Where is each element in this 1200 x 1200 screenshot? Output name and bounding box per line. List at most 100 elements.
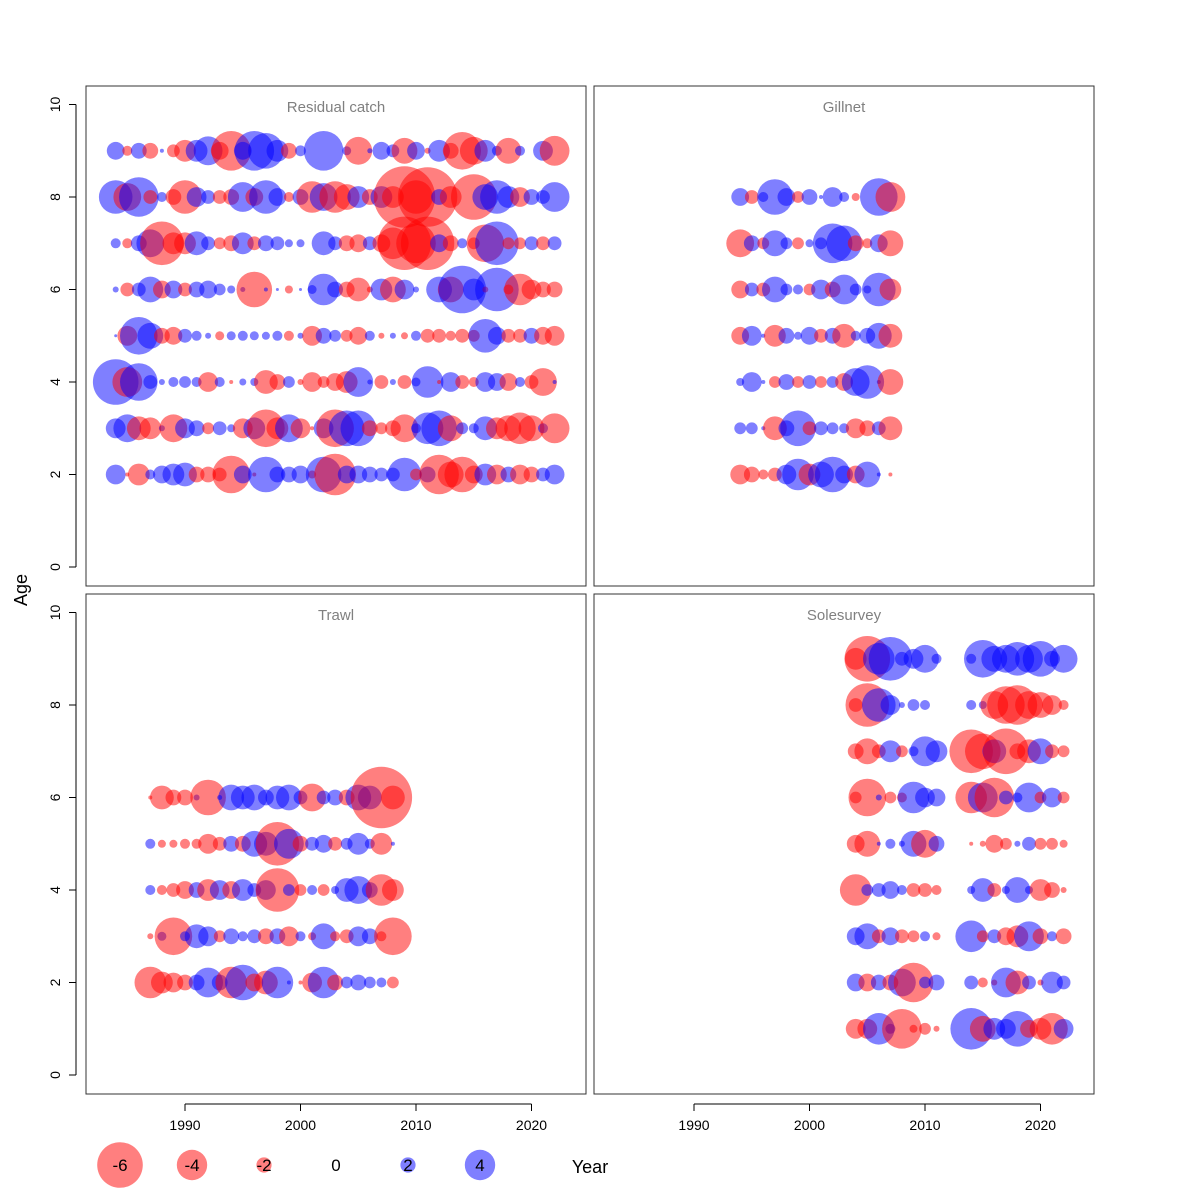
bubble-solesurvey-age8-2022 [1058,700,1069,710]
y-tick-label: 10 [47,605,63,621]
bubble-residual-catch-age3-1990 [175,418,195,439]
bubble-gillnet-age8-2004 [851,193,860,201]
bubble-residual-catch-age6-2020 [521,279,542,300]
bubble-residual-catch-age3-2005 [340,410,377,447]
bubble-trawl-age2-1989 [163,972,184,993]
bubble-solesurvey-age3-2014 [955,920,987,953]
panel-frame [593,593,1095,1095]
bubble-row-age-4 [92,359,557,405]
bubble-residual-catch-age8-1988 [156,192,167,202]
bubble-solesurvey-age5-2011 [928,835,945,852]
bubble-solesurvey-age3-2008 [895,929,909,944]
bubble-trawl-age3-1999 [279,926,299,947]
bubble-residual-catch-age6-2017 [475,267,519,312]
bubble-trawl-age5-2005 [347,832,370,855]
bubble-residual-catch-age7-2019 [514,237,526,250]
bubble-residual-catch-age8-2022 [539,182,570,212]
bubble-residual-catch-age6-2002 [307,273,340,306]
bubble-solesurvey-age7-2005 [854,738,881,765]
bubble-solesurvey-age3-2020 [1032,928,1049,945]
bubble-solesurvey-age5-2005 [854,830,881,857]
bubble-residual-catch-age5-1999 [283,330,294,341]
bubble-row-age-5 [114,317,565,355]
bubble-row-age-9 [106,131,570,171]
bubble-residual-catch-age5-1994 [226,331,236,341]
legend-label: -6 [112,1156,127,1175]
bubble-solesurvey-age1-2022 [1053,1018,1074,1039]
bubble-solesurvey-age2-2010 [919,976,931,989]
bubble-solesurvey-age6-2005 [848,778,887,817]
bubble-solesurvey-age2-2015 [977,977,988,988]
bubble-residual-catch-age6-2022 [546,281,563,298]
bubble-residual-catch-age4-2001 [302,372,322,392]
bubble-residual-catch-age5-2011 [420,328,435,343]
bubble-residual-catch-age2-2005 [349,465,368,484]
bubble-solesurvey-age7-2007 [879,740,902,763]
bubble-residual-catch-age7-2000 [296,239,305,248]
bubble-residual-catch-age7-2020 [524,236,539,251]
bubble-gillnet-age2-1996 [758,469,769,480]
bubble-residual-catch-age6-1985 [120,282,135,297]
bubble-solesurvey-age5-2018 [1014,840,1021,847]
bubble-residual-catch-age3-2001 [310,426,315,431]
bubble-row-age-7 [726,223,904,264]
bubble-residual-catch-age7-1999 [284,239,293,248]
bubble-residual-catch-age4-2008 [389,379,396,385]
x-tick-label: 2020 [1025,1117,1056,1133]
bubble-trawl-age5-2003 [328,836,342,851]
panel-frame [85,593,587,1095]
bubble-solesurvey-age6-2007 [884,791,897,804]
x-tick-label: 1990 [169,1117,200,1133]
y-tick-label: 2 [47,470,63,478]
bubble-solesurvey-age9-2007 [868,637,913,681]
bubble-gillnet-age2-2006 [876,472,881,477]
bubble-solesurvey-age7-2008 [896,745,908,758]
bubble-residual-catch-age5-1984 [114,334,118,338]
bubble-row-age-2 [105,453,565,496]
bubble-residual-catch-age2-2009 [387,457,422,492]
bubble-residual-catch-age3-2007 [375,422,388,435]
bubble-trawl-age5-2008 [390,841,395,846]
bubble-row-age-8 [98,166,570,228]
legend-item-4: 4 [464,1149,496,1181]
legend-label: 0 [331,1156,340,1175]
bubble-residual-catch-age9-1986 [130,142,147,159]
bubble-gillnet-age7-1994 [726,229,755,258]
bubble-solesurvey-age7-2022 [1057,745,1070,758]
panels-layer: Residual catch Gillnet Trawl Solesurvey [85,85,1095,1095]
bubble-trawl-age4-2008 [382,879,404,901]
bubble-residual-catch-age7-2018 [502,237,515,250]
panel-title: Gillnet [823,99,866,116]
bubble-solesurvey-age5-2006 [876,841,881,846]
bubble-residual-catch-age7-1995 [231,232,254,255]
bubble-trawl-age5-1993 [212,836,227,851]
bubble-solesurvey-age7-2011 [925,740,948,763]
bubble-residual-catch-age6-1998 [275,288,279,291]
bubble-solesurvey-age2-2014 [964,975,979,990]
bubble-solesurvey-age4-2005 [861,884,874,896]
bubble-row-age-7 [847,728,1070,775]
bubble-residual-catch-age5-2014 [455,328,470,343]
bubble-residual-catch-age4-2009 [397,375,412,389]
y-tick-label: 6 [47,285,63,293]
bubble-residual-catch-age7-2005 [349,234,368,253]
bubble-residual-catch-age4-2000 [297,379,304,385]
bubble-residual-catch-age5-2016 [468,319,503,353]
bubble-gillnet-age7-1998 [780,237,793,250]
bubble-residual-catch-age6-1999 [284,285,293,294]
panel-trawl: Trawl [85,593,587,1095]
bubble-trawl-age2-1995 [225,964,261,1001]
bubble-trawl-age5-2007 [370,832,393,855]
bubble-solesurvey-age4-2004 [839,874,872,906]
bubble-residual-catch-age7-2017 [475,221,519,266]
bubble-solesurvey-age8-2014 [966,700,977,710]
bubble-gillnet-age6-2007 [879,278,902,301]
bubble-solesurvey-age2-2021 [1041,971,1063,994]
bubble-residual-catch-age6-2005 [346,277,371,302]
bubble-gillnet-age6-2001 [811,279,831,300]
y-axis-trawl: 0 2 4 6 8 10 [47,605,77,1079]
bubble-residual-catch-age2-2022 [544,464,565,485]
bubble-residual-catch-age9-2000 [295,145,306,157]
bubble-residual-catch-age2-1992 [200,466,217,483]
